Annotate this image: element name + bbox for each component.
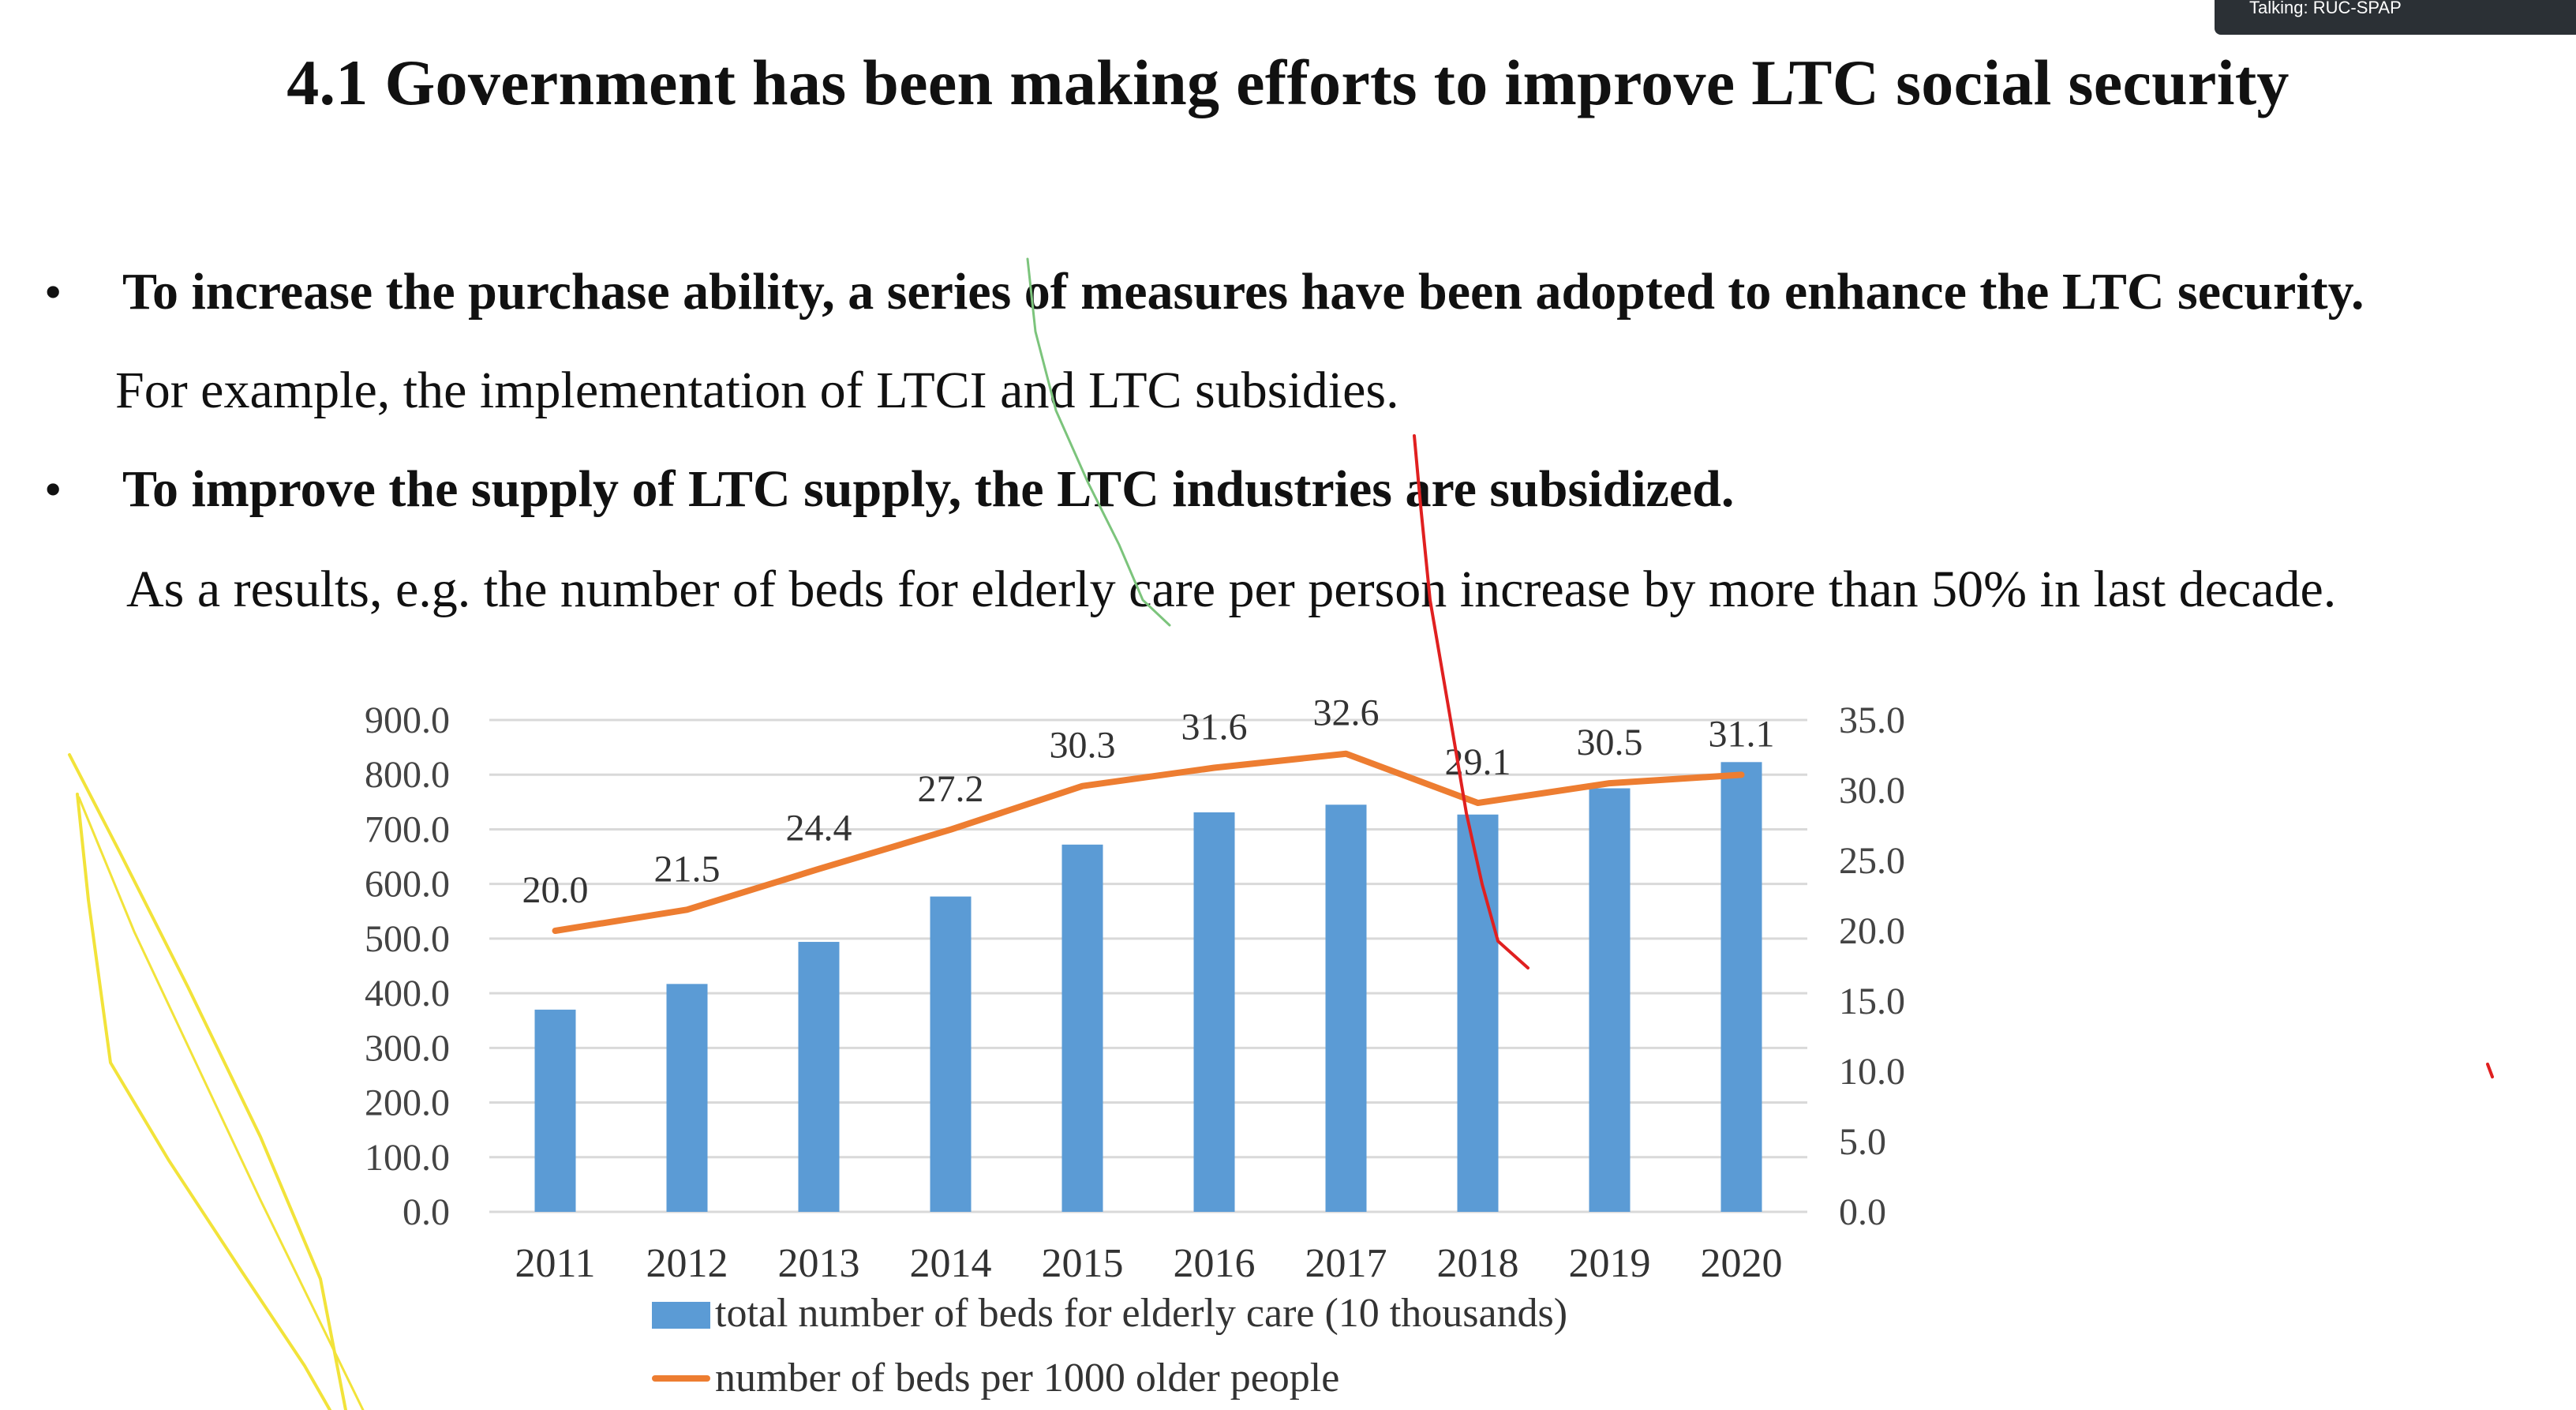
line-point-2015 — [1080, 784, 1084, 788]
data-label: 27.2 — [918, 768, 984, 810]
bar-2016 — [1193, 812, 1235, 1212]
left-axis-tick-label: 100.0 — [365, 1137, 450, 1179]
line-point-2014 — [949, 827, 953, 831]
left-axis-tick-label: 700.0 — [365, 808, 450, 850]
x-axis-tick-label: 2018 — [1437, 1241, 1519, 1286]
x-axis-tick-label: 2017 — [1305, 1241, 1387, 1286]
bar-2015 — [1061, 844, 1103, 1212]
line-point-2020 — [1739, 773, 1743, 777]
line-point-2017 — [1344, 752, 1348, 756]
left-axis-tick-label: 400.0 — [365, 973, 450, 1014]
left-axis-tick-label: 800.0 — [365, 754, 450, 796]
line-point-2019 — [1608, 782, 1612, 786]
x-axis-tick-label: 2013 — [778, 1241, 860, 1286]
bar-2014 — [930, 896, 972, 1212]
data-label: 31.1 — [1709, 713, 1775, 755]
data-label: 24.4 — [786, 808, 852, 849]
x-axis-tick-label: 2014 — [910, 1241, 992, 1286]
data-label: 29.1 — [1445, 741, 1511, 783]
x-axis-tick-label: 2019 — [1569, 1241, 1651, 1286]
data-label: 21.5 — [654, 848, 721, 890]
right-axis-tick-label: 10.0 — [1839, 1051, 1905, 1093]
x-axis-tick-label: 2016 — [1174, 1241, 1256, 1286]
talking-indicator: Talking: RUC-SPAP — [2215, 0, 2576, 35]
bullet-marker-1: • — [44, 264, 62, 320]
data-label: 20.0 — [522, 869, 589, 911]
right-axis-tick-label: 15.0 — [1839, 981, 1905, 1022]
left-axis-tick-label: 500.0 — [365, 918, 450, 960]
bar-2019 — [1589, 788, 1631, 1212]
right-axis-tick-label: 5.0 — [1839, 1121, 1886, 1163]
legend-item-line: number of beds per 1000 older people — [652, 1355, 1339, 1402]
legend-swatch-line — [652, 1375, 710, 1382]
right-axis-tick-label: 25.0 — [1839, 840, 1905, 882]
line-point-2016 — [1212, 766, 1216, 770]
line-point-2013 — [817, 867, 821, 871]
data-label: 32.6 — [1313, 692, 1380, 734]
left-axis-tick-label: 200.0 — [365, 1082, 450, 1124]
data-label: 30.3 — [1050, 725, 1116, 767]
legend-label-bars: total number of beds for elderly care (1… — [715, 1291, 1568, 1336]
bar-2020 — [1720, 762, 1762, 1212]
bar-2018 — [1457, 814, 1499, 1212]
bullet-2-body: As a results, e.g. the number of beds fo… — [126, 561, 2337, 618]
data-label: 30.5 — [1577, 722, 1643, 763]
x-axis-tick-label: 2012 — [646, 1241, 728, 1286]
line-series-beds-per-1000 — [552, 750, 1745, 934]
line-point-2018 — [1476, 801, 1480, 805]
bar-2011 — [534, 1009, 576, 1212]
line-point-2011 — [553, 929, 557, 932]
data-label: 31.6 — [1181, 707, 1248, 748]
right-axis-tick-label: 20.0 — [1839, 910, 1905, 952]
left-axis-tick-label: 300.0 — [365, 1027, 450, 1069]
bar-2012 — [666, 984, 708, 1212]
bar-2013 — [798, 942, 840, 1212]
left-axis-tick-label: 600.0 — [365, 864, 450, 906]
legend-label-line: number of beds per 1000 older people — [715, 1356, 1340, 1401]
left-axis-tick-label: 0.0 — [402, 1191, 450, 1233]
bullet-1-heading: To increase the purchase ability, a seri… — [122, 263, 2364, 321]
bar-2017 — [1325, 804, 1367, 1212]
legend-item-bars: total number of beds for elderly care (1… — [652, 1290, 1567, 1337]
line-point-2012 — [685, 908, 689, 912]
right-axis-tick-label: 35.0 — [1839, 699, 1905, 741]
slide-title: 4.1 Government has been making efforts t… — [286, 47, 2290, 118]
legend-swatch-bars — [652, 1302, 710, 1329]
right-axis-tick-label: 0.0 — [1839, 1191, 1886, 1233]
bullet-1-body: For example, the implementation of LTCI … — [115, 362, 1399, 419]
bullet-marker-2: • — [44, 461, 62, 517]
x-axis-tick-label: 2015 — [1042, 1241, 1124, 1286]
left-axis-tick-label: 900.0 — [365, 699, 450, 741]
talking-indicator-label: Talking: RUC-SPAP — [2249, 0, 2402, 17]
x-axis-tick-label: 2020 — [1701, 1241, 1783, 1286]
x-axis-tick-label: 2011 — [515, 1241, 595, 1286]
right-axis-tick-label: 30.0 — [1839, 770, 1905, 812]
